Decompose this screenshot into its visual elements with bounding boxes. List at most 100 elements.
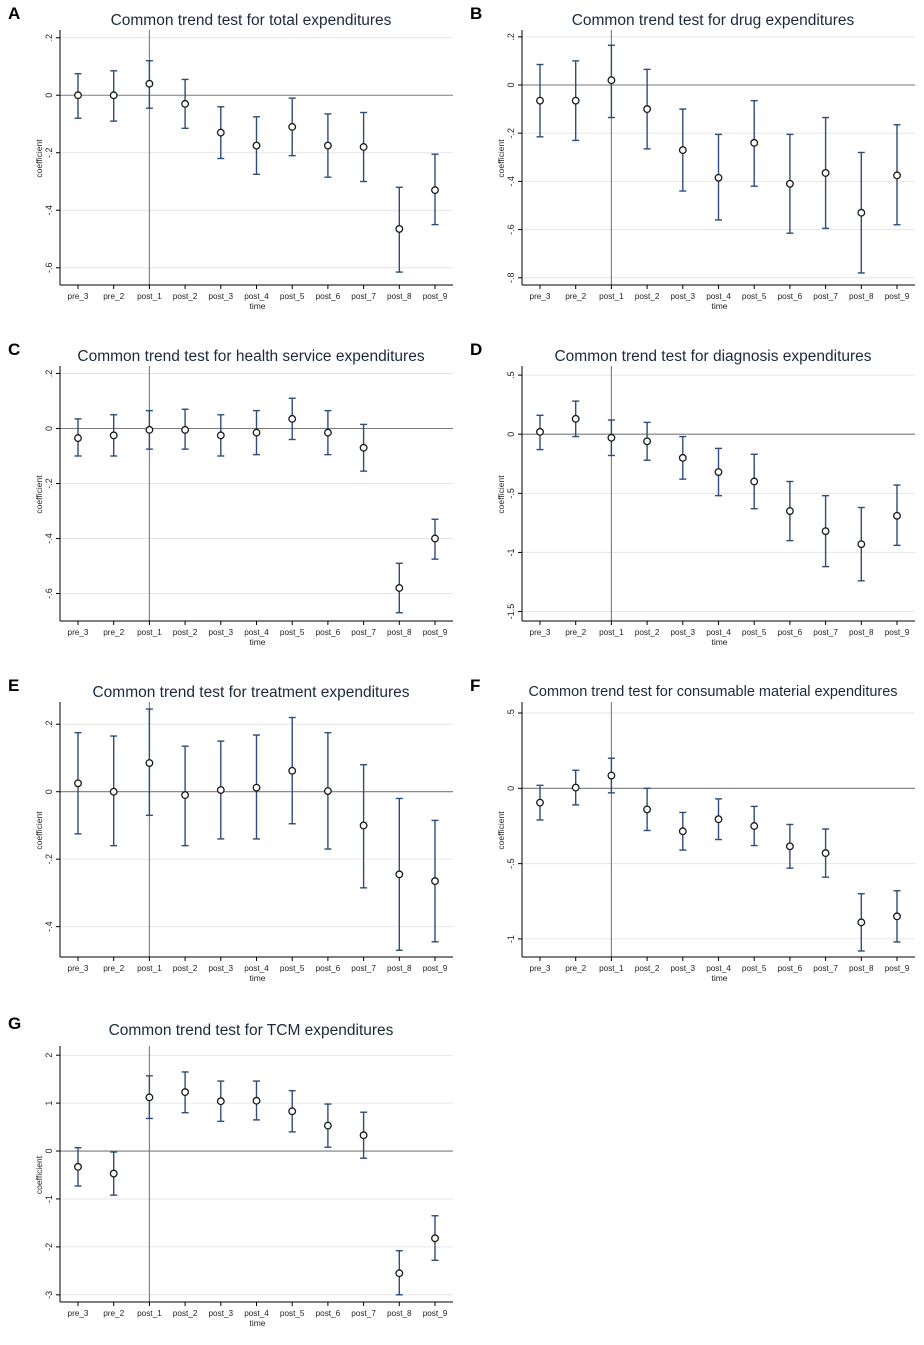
x-tick-label: pre_2: [565, 292, 586, 301]
x-tick-label: post_5: [742, 292, 767, 301]
chart-treatment-expenditures: .2 0 -.2 -.4 coefficient pre_3 pre_2 post_1 post…: [34, 702, 453, 983]
y-tick-label: .2: [44, 720, 54, 728]
x-tick-label: pre_3: [530, 292, 551, 301]
x-tick-label: pre_2: [103, 292, 124, 301]
chart-title: Common trend test for diagnosis expendit…: [554, 348, 872, 365]
data-point: [288, 1107, 297, 1116]
x-tick-label: post_1: [137, 964, 162, 973]
data-point: [288, 766, 297, 775]
data-point: [145, 425, 154, 434]
data-point: [252, 141, 261, 150]
x-tick-label: post_3: [209, 964, 234, 973]
data-point: [857, 208, 866, 217]
data-point: [109, 431, 118, 440]
data-point: [145, 79, 154, 88]
data-point: [395, 1269, 404, 1278]
x-axis-title: time: [249, 1318, 265, 1328]
data-point: [216, 431, 225, 440]
chart-total-expenditures: .2 0 -.2 -.4 -.6 coefficient pre_3 pre_2 post_1 p…: [34, 30, 453, 311]
data-point: [288, 414, 297, 423]
x-tick-label: post_8: [387, 292, 412, 301]
x-tick-label: post_6: [778, 292, 803, 301]
data-point: [181, 425, 190, 434]
x-tick-label: post_2: [635, 964, 660, 973]
panel-f: F Common trend test for consumable mater…: [462, 672, 924, 1007]
data-point: [145, 759, 154, 767]
x-tick-label: post_9: [423, 1309, 448, 1318]
x-tick-label: post_1: [137, 1309, 162, 1318]
x-tick-label: post_7: [351, 1309, 376, 1318]
y-axis-title: coefficient: [496, 475, 506, 514]
x-tick-label: post_9: [423, 292, 448, 301]
data-point: [181, 99, 190, 108]
data-point: [643, 437, 652, 446]
x-tick-label: pre_3: [68, 292, 89, 301]
y-tick-label: 0: [44, 426, 54, 431]
y-axis-title: coefficient: [34, 475, 44, 514]
x-axis-title: time: [249, 301, 265, 311]
data-point: [252, 1096, 261, 1105]
y-axis-title: coefficient: [496, 811, 506, 850]
x-tick-label: post_8: [849, 292, 874, 301]
y-tick-label: -1: [506, 935, 516, 943]
data-point: [252, 783, 261, 792]
data-point: [678, 827, 687, 836]
x-tick-label: post_4: [244, 292, 269, 301]
data-point: [714, 173, 723, 182]
x-tick-label: pre_2: [565, 628, 586, 637]
data-point: [323, 787, 332, 795]
data-point: [431, 1234, 439, 1243]
chart-tcm-expenditures: 2 1 0 -1 -2 -3 coefficient pre_3 pre_2 post_1 post…: [34, 1046, 453, 1328]
x-tick-label: post_9: [423, 964, 448, 973]
chart-consumable-material-expenditures: .5 0 -.5 -1 coefficient pre_3 pre_2 post_1 post_…: [496, 702, 915, 983]
x-tick-label: post_6: [316, 1309, 341, 1318]
panel-letter: F: [470, 676, 481, 695]
x-tick-label: post_1: [599, 292, 624, 301]
y-tick-label: 0: [506, 432, 516, 437]
y-tick-label: -.4: [44, 921, 54, 932]
y-tick-label: -.4: [44, 533, 54, 544]
x-tick-label: post_4: [244, 964, 269, 973]
x-tick-label: post_1: [599, 628, 624, 637]
panel-b: B Common trend test for drug expenditure…: [462, 0, 924, 335]
x-tick-label: post_5: [280, 964, 305, 973]
data-point: [785, 842, 794, 851]
x-tick-label: post_8: [387, 964, 412, 973]
y-tick-label: -1: [44, 1195, 54, 1203]
data-point: [431, 534, 439, 543]
data-point: [857, 540, 866, 549]
y-tick-label: -.8: [506, 273, 516, 284]
x-tick-label: post_9: [885, 964, 910, 973]
data-point: [750, 822, 759, 830]
data-point: [252, 428, 261, 437]
data-point: [714, 815, 723, 824]
data-point: [536, 798, 544, 807]
x-axis-title: time: [711, 637, 727, 647]
y-tick-label: -.5: [506, 488, 516, 499]
panel-a: A Common trend test for total expenditur…: [0, 0, 462, 335]
x-tick-label: pre_3: [68, 964, 89, 973]
data-point: [643, 805, 652, 814]
data-point: [109, 1169, 118, 1178]
y-tick-label: -.4: [506, 176, 516, 187]
chart-title: Common trend test for health service exp…: [77, 348, 425, 365]
data-point: [181, 1088, 190, 1097]
x-tick-label: post_4: [244, 1309, 269, 1318]
y-tick-label: -.4: [44, 205, 54, 216]
x-tick-label: post_7: [351, 292, 376, 301]
data-point: [607, 771, 616, 780]
x-tick-label: pre_2: [103, 628, 124, 637]
data-point: [395, 870, 404, 879]
data-point: [893, 171, 901, 180]
chart-title: Common trend test for treatment expendit…: [92, 684, 410, 701]
x-tick-label: post_7: [351, 628, 376, 637]
x-tick-label: post_5: [280, 1309, 305, 1318]
data-point: [893, 511, 901, 520]
panel-letter: G: [8, 1014, 22, 1033]
x-tick-label: post_7: [813, 964, 838, 973]
x-axis-title: time: [249, 637, 265, 647]
y-tick-label: 0: [44, 93, 54, 98]
x-tick-label: post_4: [706, 292, 731, 301]
y-tick-label: .5: [506, 709, 516, 717]
x-tick-label: pre_3: [530, 964, 551, 973]
